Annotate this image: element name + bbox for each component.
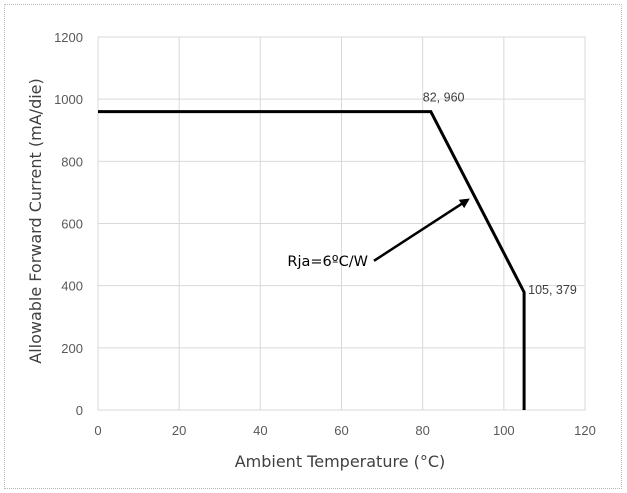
x-tick-label: 0 [94,423,101,438]
y-tick-label: 400 [61,279,83,294]
y-axis-ticks: 0 200 400 600 800 1000 1200 [54,30,83,418]
y-tick-label: 200 [61,341,83,356]
x-tick-label: 40 [253,423,267,438]
x-tick-label: 20 [172,423,186,438]
series-layer [98,110,526,410]
y-tick-label: 800 [61,154,83,169]
x-axis-title: Ambient Temperature (°C) [235,452,446,471]
y-tick-label: 1000 [54,92,83,107]
x-tick-label: 80 [415,423,429,438]
y-axis-title: Allowable Forward Current (mA/die) [26,78,45,364]
y-tick-label: 0 [76,403,83,418]
chart-frame [4,4,622,489]
annotation-arrow [373,198,470,262]
x-tick-label: 100 [493,423,515,438]
plot-border [97,36,586,411]
x-tick-label: 120 [574,423,596,438]
x-tick-label: 60 [334,423,348,438]
x-axis-ticks: 0 20 40 60 80 100 120 [94,423,595,438]
y-tick-label: 1200 [54,30,83,45]
series-line [98,110,526,410]
plot-area [97,36,586,411]
y-tick-label: 600 [61,217,83,232]
annotation-text: Rja=6ºC/W [287,254,368,270]
data-label: 105, 379 [528,283,577,297]
annotations: Rja=6ºC/W [287,198,470,270]
data-labels: 82, 960 105, 379 [423,91,577,298]
data-label: 82, 960 [423,91,465,105]
